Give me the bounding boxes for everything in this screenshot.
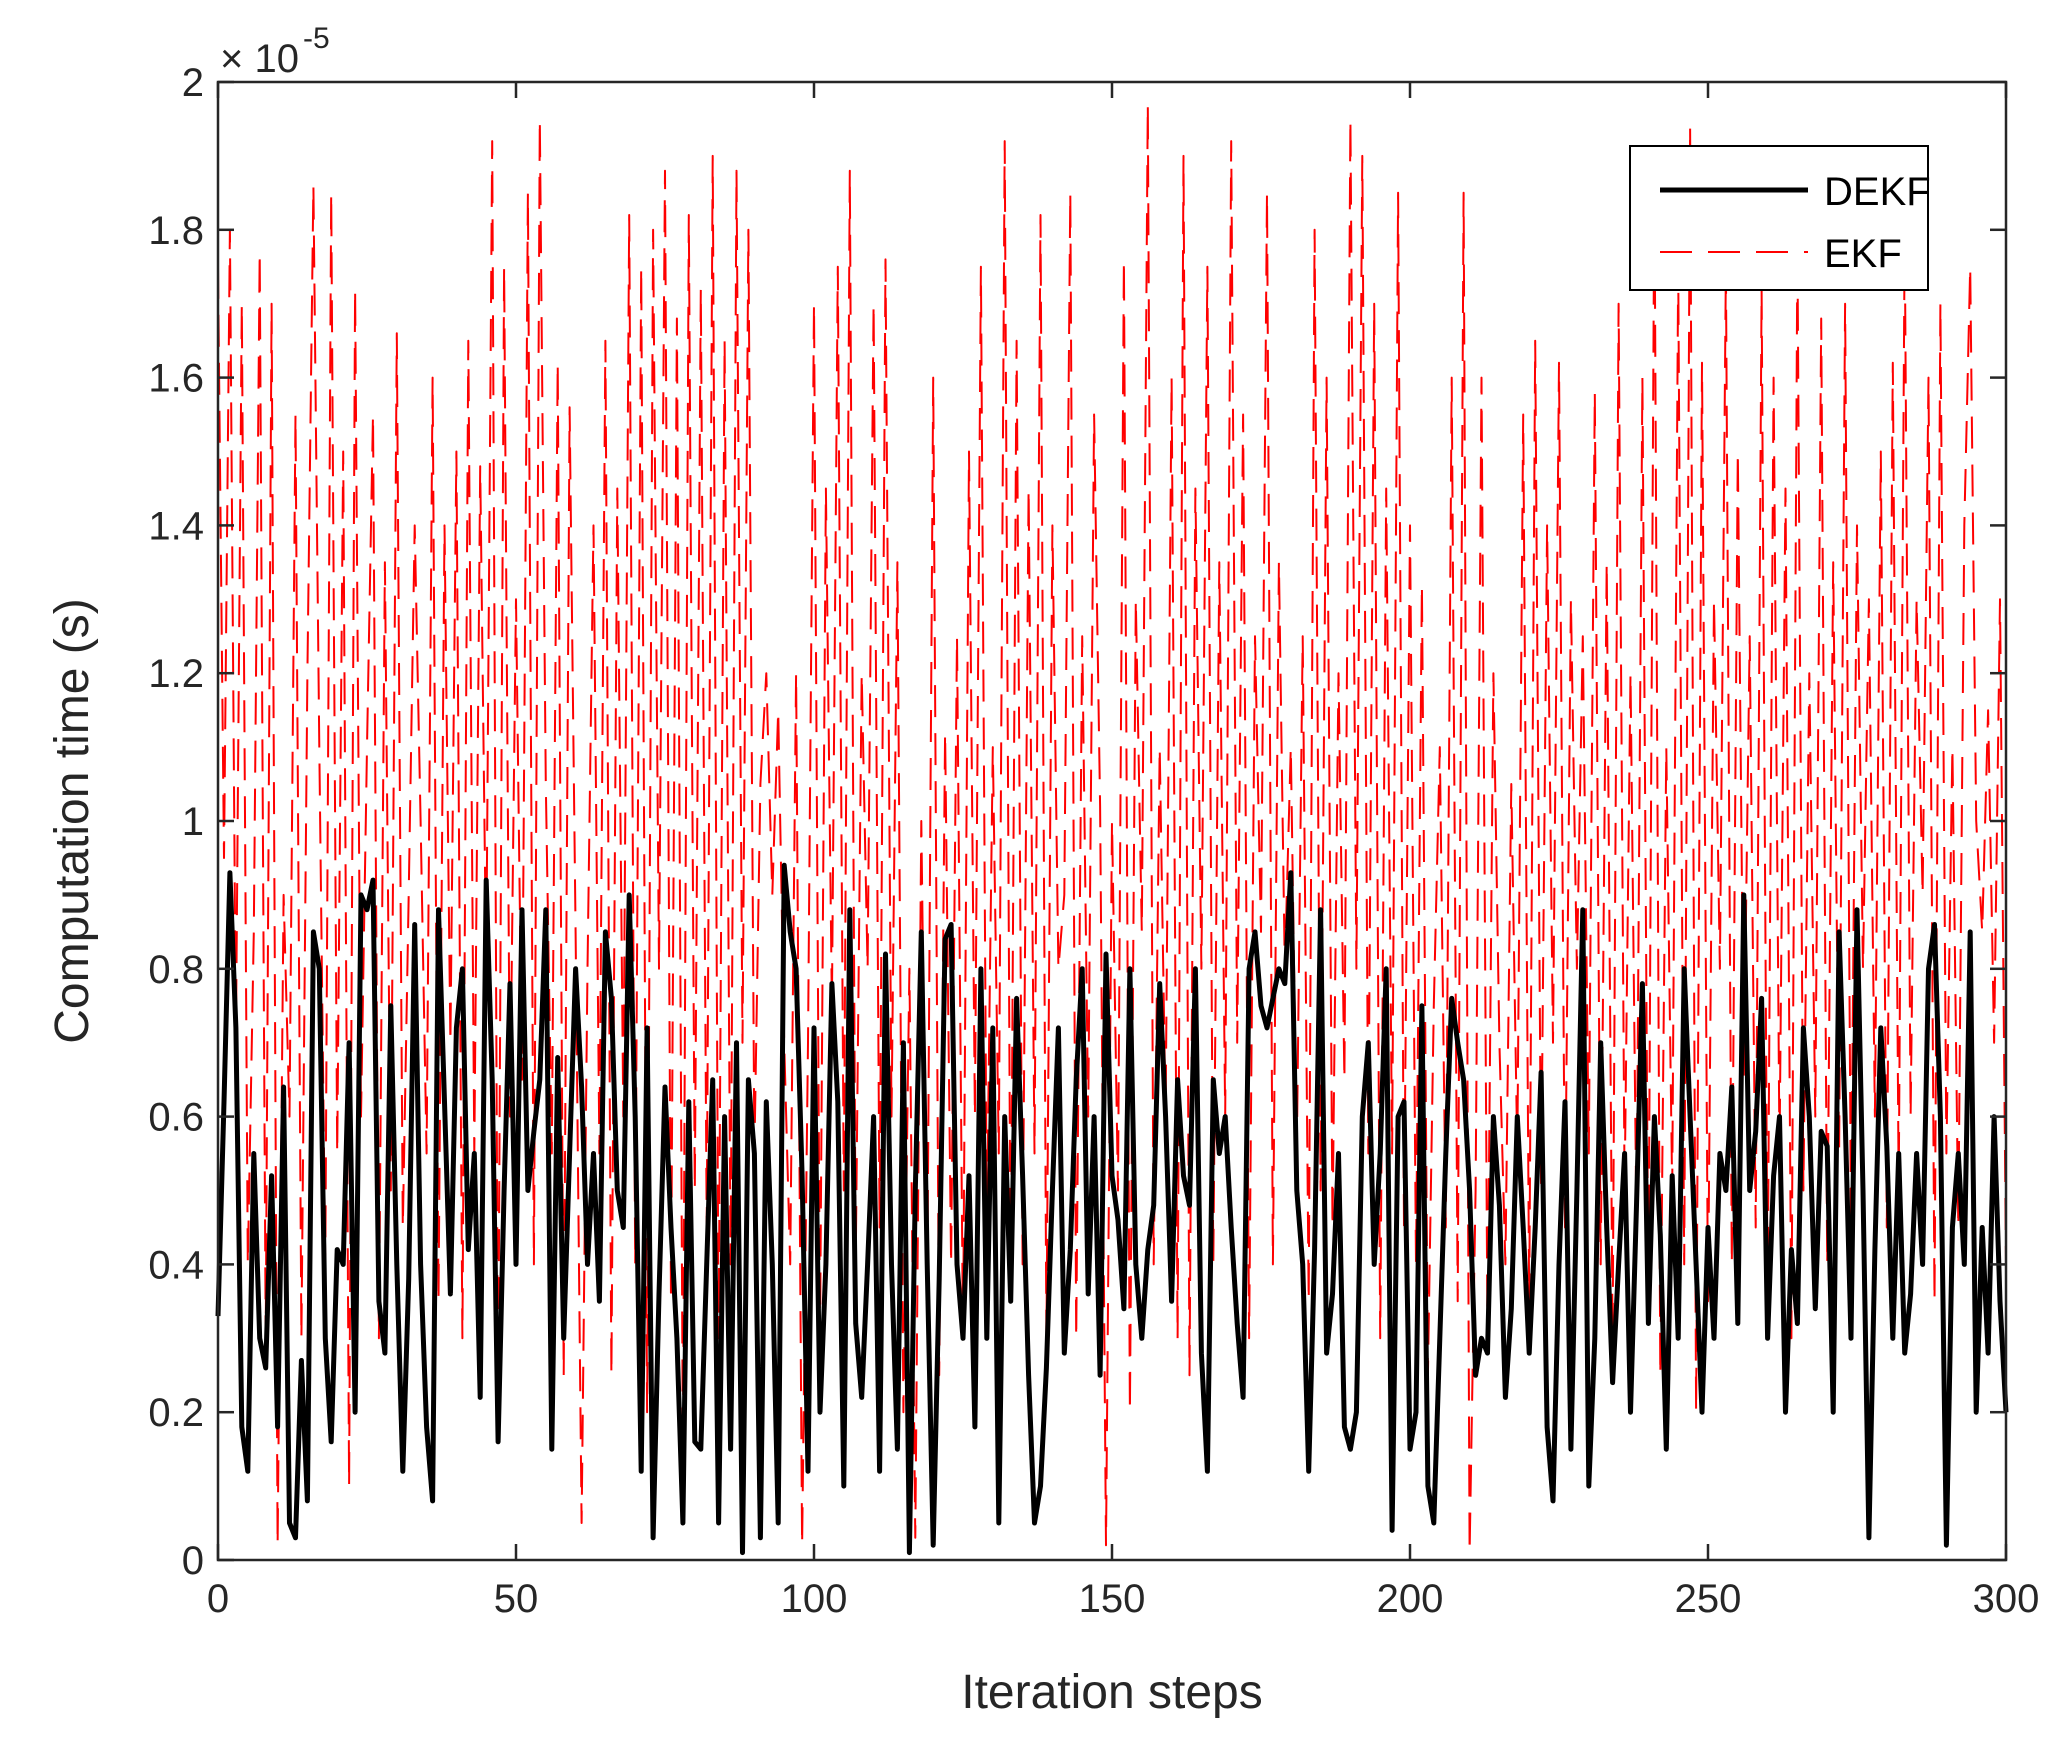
x-tick-label: 50 xyxy=(494,1577,539,1621)
legend-label-dekf: DEKF xyxy=(1824,170,1931,214)
x-tick-label: 0 xyxy=(207,1577,229,1621)
y-tick-label: 0.2 xyxy=(148,1391,204,1435)
x-tick-label: 250 xyxy=(1675,1577,1742,1621)
x-tick-label: 150 xyxy=(1079,1577,1146,1621)
legend: DEKF EKF xyxy=(1629,145,1931,291)
legend-label-ekf: EKF xyxy=(1824,232,1902,276)
y-exponent-power: -5 xyxy=(303,22,330,55)
y-tick-label: 1.4 xyxy=(148,504,204,548)
y-axis-title: Computation time (s) xyxy=(46,598,99,1043)
ticks-layer: 0 50 100 150 200 250 300 0 0.2 0.4 0.6 0.8 1 1.2 1.4 1.… xyxy=(148,61,2039,1621)
y-tick-label: 1.6 xyxy=(148,357,204,401)
y-tick-label: 1.8 xyxy=(148,209,204,253)
plot-area xyxy=(218,82,2006,1560)
legend-box xyxy=(1629,145,1929,291)
x-tick-label: 200 xyxy=(1377,1577,1444,1621)
y-tick-label: 0.6 xyxy=(148,1096,204,1140)
x-tick-label: 300 xyxy=(1973,1577,2040,1621)
x-tick-label: 100 xyxy=(781,1577,848,1621)
y-tick-label: 2 xyxy=(182,61,204,105)
y-tick-label: 1.2 xyxy=(148,652,204,696)
series-layer xyxy=(215,103,2009,1556)
y-exponent-label: × 10 xyxy=(220,37,299,81)
y-tick-label: 0.8 xyxy=(148,948,204,992)
x-axis-title: Iteration steps xyxy=(961,1666,1263,1719)
series-line-dekf xyxy=(215,862,2009,1556)
y-tick-label: 1 xyxy=(182,800,204,844)
y-tick-label: 0 xyxy=(182,1539,204,1583)
y-tick-label: 0.4 xyxy=(148,1243,204,1287)
